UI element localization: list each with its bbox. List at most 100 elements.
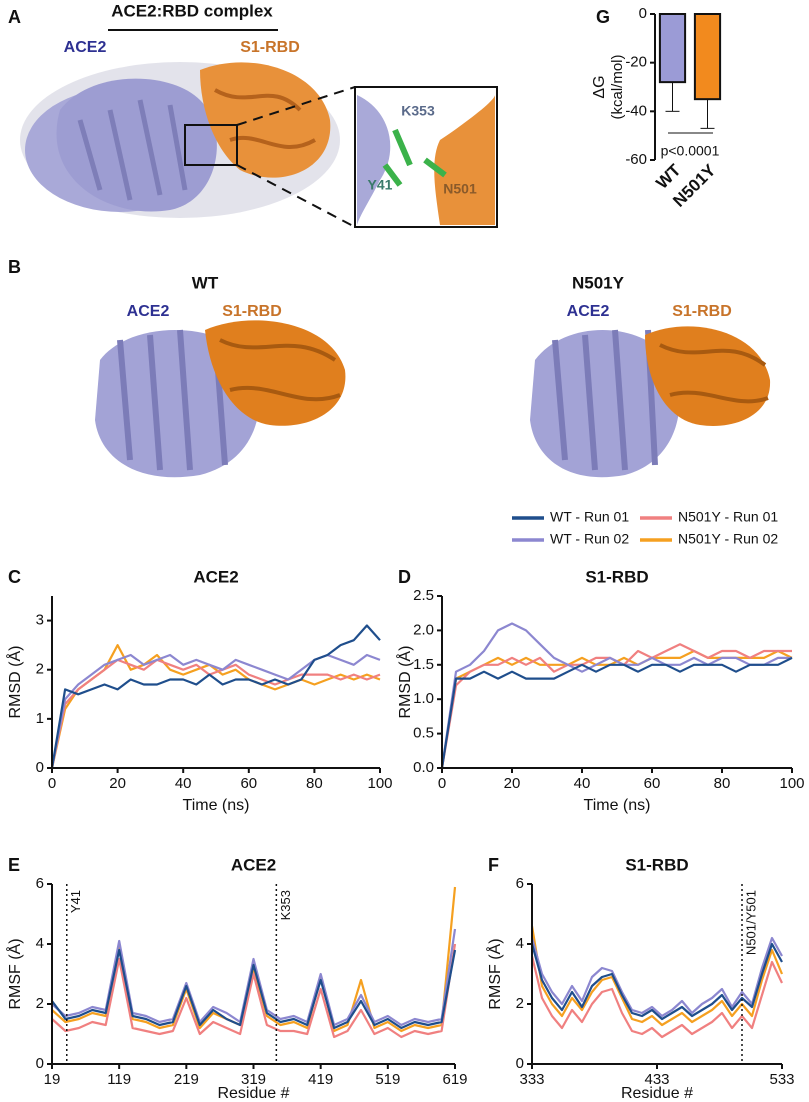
legend: WT - Run 01 WT - Run 02 N501Y - Run 01 N501… xyxy=(512,509,778,547)
y-tick-label: 6 xyxy=(36,875,44,892)
y-tick-label: -60 xyxy=(625,151,647,168)
y-tick-label: -20 xyxy=(625,54,647,71)
y-axis-label: RMSF (Å) xyxy=(5,938,24,1009)
x-tick-label: 100 xyxy=(367,775,392,792)
x-tick-label: 619 xyxy=(442,1071,467,1088)
legend-label: WT - Run 01 xyxy=(550,509,629,525)
panel-letter: D xyxy=(398,567,411,587)
panel-letter: F xyxy=(488,855,499,875)
x-tick-label: 0 xyxy=(438,775,446,792)
ace2-label: ACE2 xyxy=(64,39,107,56)
x-axis-label: Time (ns) xyxy=(183,797,250,814)
y-tick-label: 0 xyxy=(639,5,647,22)
y-tick-label: 2 xyxy=(36,661,44,678)
series-line xyxy=(530,936,783,1018)
bar xyxy=(658,13,687,84)
y-tick-label: 0.5 xyxy=(413,725,434,742)
x-tick-label: 19 xyxy=(44,1071,61,1088)
series-line xyxy=(51,928,457,1027)
y-axis-label: RMSF (Å) xyxy=(485,938,504,1009)
panel-letter: G xyxy=(596,7,610,27)
y-axis-label: RMSD (Å) xyxy=(395,646,414,719)
series-line xyxy=(440,656,793,769)
y-tick-label: 1.0 xyxy=(413,690,434,707)
y-tick-label: 2.0 xyxy=(413,621,434,638)
panel-letter: A xyxy=(8,7,21,27)
series-line xyxy=(530,925,784,1027)
series-line xyxy=(51,948,457,1030)
y-tick-label: 4 xyxy=(516,935,524,952)
series-line xyxy=(440,649,793,769)
rbd-label: S1-RBD xyxy=(240,39,300,56)
reference-label: K353 xyxy=(278,890,293,920)
x-tick-label: 433 xyxy=(644,1071,669,1088)
x-tick-label: 20 xyxy=(504,775,521,792)
y-tick-label: 6 xyxy=(516,875,524,892)
x-tick-label: 219 xyxy=(174,1071,199,1088)
x-tick-label: 40 xyxy=(175,775,192,792)
y-tick-label: -40 xyxy=(625,102,647,119)
legend-label: WT - Run 02 xyxy=(550,531,629,547)
chart-title: S1-RBD xyxy=(625,855,688,874)
chart-title: S1-RBD xyxy=(585,567,648,586)
y-tick-label: 3 xyxy=(36,612,44,629)
x-tick-label: 80 xyxy=(714,775,731,792)
structure-a xyxy=(20,62,498,228)
series-line xyxy=(530,942,783,1021)
reference-label: Y41 xyxy=(68,890,83,913)
chart-title: ACE2 xyxy=(193,567,238,586)
x-tick-label: 533 xyxy=(769,1071,794,1088)
residue-label: Y41 xyxy=(368,177,393,193)
y-tick-label: 1 xyxy=(36,710,44,727)
x-tick-label: 119 xyxy=(107,1071,131,1088)
y-tick-label: 2 xyxy=(36,995,44,1012)
y-tick-label: 0 xyxy=(36,759,44,776)
chart-title: ACE2 xyxy=(231,855,276,874)
y-tick-label: 0 xyxy=(36,1055,44,1072)
x-tick-label: 0 xyxy=(48,775,56,792)
structure-title: WT xyxy=(192,273,219,292)
y-tick-label: 2 xyxy=(516,995,524,1012)
series-line xyxy=(50,644,381,769)
structure-wt xyxy=(95,320,346,478)
legend-label: N501Y - Run 02 xyxy=(678,531,778,547)
y-tick-label: 4 xyxy=(36,935,44,952)
x-tick-label: 100 xyxy=(779,775,804,792)
panel-letter: B xyxy=(8,257,21,277)
x-axis-label: Time (ns) xyxy=(584,797,651,814)
x-tick-label: 519 xyxy=(375,1071,400,1088)
x-tick-label: 60 xyxy=(240,775,257,792)
series-line xyxy=(440,622,792,769)
reference-label: N501/Y501 xyxy=(743,890,758,955)
series-line xyxy=(51,943,457,1039)
panel-letter: C xyxy=(8,567,21,587)
series-line xyxy=(50,624,381,769)
y-tick-label: 1.5 xyxy=(413,656,434,673)
y-axis-label: ΔG xyxy=(591,75,608,98)
complex-title: ACE2:RBD complex xyxy=(111,1,273,20)
x-tick-label: 80 xyxy=(306,775,323,792)
x-tick-label: 319 xyxy=(241,1071,266,1088)
rbd-label: S1-RBD xyxy=(222,303,282,320)
x-tick-label: 20 xyxy=(109,775,126,792)
rbd-label: S1-RBD xyxy=(672,303,732,320)
x-axis-label: Residue # xyxy=(217,1085,289,1102)
series-line xyxy=(440,643,792,769)
y-tick-label: 0.0 xyxy=(413,759,434,776)
y-axis-unit: (kcal/mol) xyxy=(609,54,626,119)
structure-title: N501Y xyxy=(572,273,625,292)
structure-n501y xyxy=(530,326,771,478)
ace2-label: ACE2 xyxy=(567,303,610,320)
x-tick-label: 419 xyxy=(308,1071,333,1088)
ace2-label: ACE2 xyxy=(127,303,170,320)
series-line xyxy=(530,955,783,1039)
panel-letter: E xyxy=(8,855,20,875)
y-axis-label: RMSD (Å) xyxy=(5,646,24,719)
series-line xyxy=(50,658,381,769)
y-tick-label: 0 xyxy=(516,1055,524,1072)
x-axis-label: Residue # xyxy=(621,1085,693,1102)
annotation: p<0.0001 xyxy=(661,143,720,159)
legend-label: N501Y - Run 01 xyxy=(678,509,778,525)
residue-label: K353 xyxy=(401,103,435,119)
